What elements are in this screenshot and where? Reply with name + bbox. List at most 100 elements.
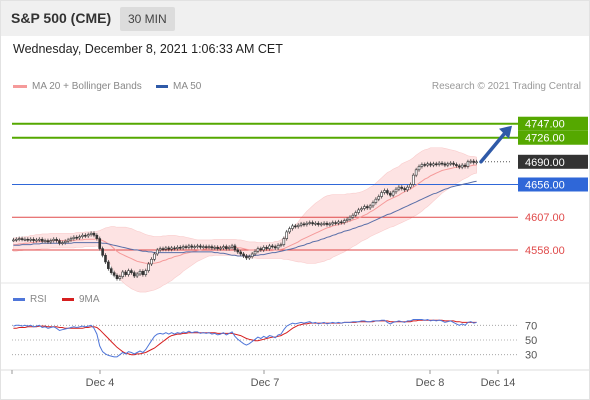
ma50-line	[13, 180, 477, 257]
candle	[437, 162, 441, 165]
candle	[455, 164, 458, 167]
candle	[173, 247, 176, 250]
candle	[107, 261, 110, 269]
candle	[216, 246, 219, 249]
instrument-title: S&P 500 (CME)	[11, 10, 112, 26]
candle	[147, 263, 150, 271]
level-label-4558.00: 4558.00	[525, 245, 565, 257]
forecast-arrow	[479, 129, 508, 164]
candle	[201, 246, 205, 248]
candle	[210, 246, 214, 249]
candle	[394, 188, 398, 193]
level-tag-4747.00	[518, 116, 588, 131]
candle	[377, 196, 381, 200]
candle	[38, 238, 41, 241]
legend-ma20-label: MA 20 + Bollinger Bands	[32, 81, 142, 92]
candle	[371, 202, 375, 207]
candle	[380, 192, 383, 197]
candle	[314, 222, 317, 225]
candle	[207, 246, 211, 248]
candle	[273, 246, 277, 249]
candle	[89, 232, 93, 235]
candle	[170, 247, 173, 250]
candle	[181, 246, 185, 249]
candle	[58, 240, 61, 244]
candle	[213, 246, 217, 249]
candle	[449, 162, 452, 165]
candle	[43, 240, 47, 242]
candle	[440, 162, 444, 165]
research-credit: Research © 2021 Trading Central	[431, 81, 581, 92]
legend-ma50-label: MA 50	[173, 81, 202, 92]
candle	[340, 221, 343, 224]
candle	[118, 276, 122, 279]
candle	[86, 234, 90, 237]
time-label-dec-7: Dec 7	[251, 377, 280, 389]
rsi-ma-line	[13, 319, 477, 356]
candle	[63, 240, 67, 243]
candle	[279, 244, 283, 246]
level-label-4607.00: 4607.00	[525, 212, 565, 224]
legend-ma20: MA 20 + Bollinger Bands	[13, 81, 142, 92]
level-label-4747.00: 4747.00	[525, 119, 565, 131]
candle	[469, 160, 473, 163]
candle	[282, 238, 286, 245]
candle	[233, 245, 237, 251]
candle	[69, 238, 73, 241]
candle	[403, 188, 406, 191]
level-label-4726.00: 4726.00	[525, 133, 565, 145]
candle	[265, 246, 268, 249]
candle	[288, 228, 291, 233]
candle	[158, 248, 162, 251]
candle	[109, 268, 113, 273]
candle	[144, 270, 148, 275]
ma20-swatch	[13, 84, 27, 88]
candle	[411, 174, 415, 185]
candle	[219, 247, 222, 250]
candle	[397, 186, 401, 190]
rsi-line	[13, 318, 477, 358]
legend-ma50: MA 50	[156, 81, 201, 92]
candle	[466, 161, 470, 167]
report-datetime: Wednesday, December 8, 2021 1:06:33 AM C…	[13, 42, 283, 56]
candle	[184, 246, 188, 248]
9ma-swatch	[62, 297, 74, 301]
candle	[268, 245, 271, 249]
candle	[224, 246, 228, 249]
candle	[49, 240, 53, 243]
candle	[331, 222, 335, 225]
time-label-dec-14: Dec 14	[481, 377, 516, 389]
candle	[256, 248, 260, 252]
timeframe-button[interactable]: 30 MIN	[120, 7, 175, 31]
candle	[32, 238, 35, 241]
candle	[253, 250, 257, 255]
candle	[141, 271, 145, 275]
candle	[112, 272, 116, 276]
candle	[357, 209, 360, 213]
candle	[383, 190, 386, 193]
candle	[446, 163, 450, 166]
candle	[135, 273, 139, 277]
candle	[463, 164, 467, 167]
candle	[46, 240, 50, 243]
candle	[276, 244, 280, 249]
candle	[78, 236, 81, 239]
time-label-dec-4: Dec 4	[86, 377, 115, 389]
candle	[132, 272, 136, 277]
candle	[127, 270, 130, 275]
legend-9ma: 9MA	[62, 294, 100, 305]
candle	[337, 221, 340, 224]
candle	[351, 214, 355, 218]
candle	[121, 271, 125, 277]
candle	[190, 245, 194, 248]
candle	[386, 190, 389, 194]
candle	[101, 248, 104, 256]
candle	[155, 249, 159, 255]
candle	[61, 242, 64, 244]
candle	[319, 223, 323, 226]
candle	[302, 223, 306, 226]
candle	[354, 212, 358, 216]
candle	[259, 248, 263, 251]
candle	[368, 205, 372, 209]
